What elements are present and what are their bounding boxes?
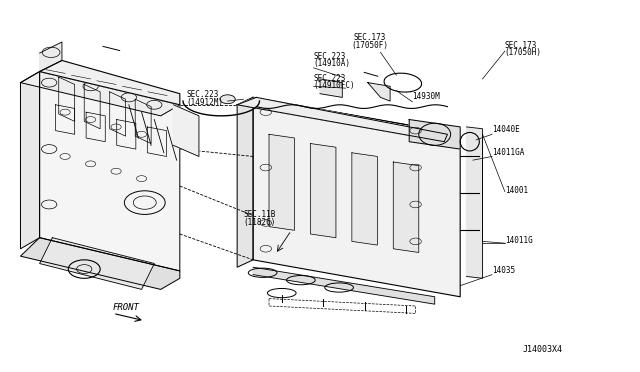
Polygon shape [40, 42, 62, 71]
Text: J14003X4: J14003X4 [522, 345, 562, 354]
Text: SEC.223: SEC.223 [186, 90, 218, 99]
Text: 14035: 14035 [492, 266, 515, 275]
Polygon shape [40, 238, 154, 289]
Text: (14910FC): (14910FC) [314, 81, 355, 90]
Polygon shape [352, 153, 378, 245]
Text: SEC.223: SEC.223 [314, 74, 346, 83]
Text: 14930M: 14930M [412, 92, 440, 101]
Text: (14912M): (14912M) [186, 98, 223, 107]
Text: (11826): (11826) [244, 218, 276, 227]
Polygon shape [310, 144, 336, 238]
Circle shape [220, 95, 236, 104]
Text: SEC.173: SEC.173 [505, 41, 537, 49]
Text: SEC.223: SEC.223 [314, 52, 346, 61]
Text: SEC.173: SEC.173 [353, 33, 386, 42]
Text: SEC.11B: SEC.11B [244, 211, 276, 219]
Polygon shape [409, 119, 460, 149]
Polygon shape [237, 97, 253, 267]
Polygon shape [368, 83, 390, 101]
Polygon shape [394, 162, 419, 253]
Polygon shape [40, 71, 180, 271]
Polygon shape [237, 97, 460, 142]
Polygon shape [20, 71, 180, 116]
Text: (17050H): (17050H) [505, 48, 542, 57]
Polygon shape [467, 127, 483, 278]
Text: 14011G: 14011G [505, 236, 532, 245]
Polygon shape [320, 79, 342, 97]
Text: (14910A): (14910A) [314, 59, 351, 68]
Polygon shape [40, 61, 180, 105]
Polygon shape [253, 267, 435, 304]
Text: (17050F): (17050F) [351, 41, 388, 50]
Text: 14040E: 14040E [492, 125, 520, 134]
Polygon shape [20, 238, 180, 289]
Text: FRONT: FRONT [113, 303, 140, 312]
Polygon shape [20, 71, 40, 249]
Text: 14001: 14001 [505, 186, 528, 195]
Polygon shape [237, 97, 447, 142]
Text: 14011GA: 14011GA [492, 148, 524, 157]
Polygon shape [253, 97, 460, 297]
Polygon shape [173, 105, 199, 157]
Polygon shape [269, 134, 294, 230]
